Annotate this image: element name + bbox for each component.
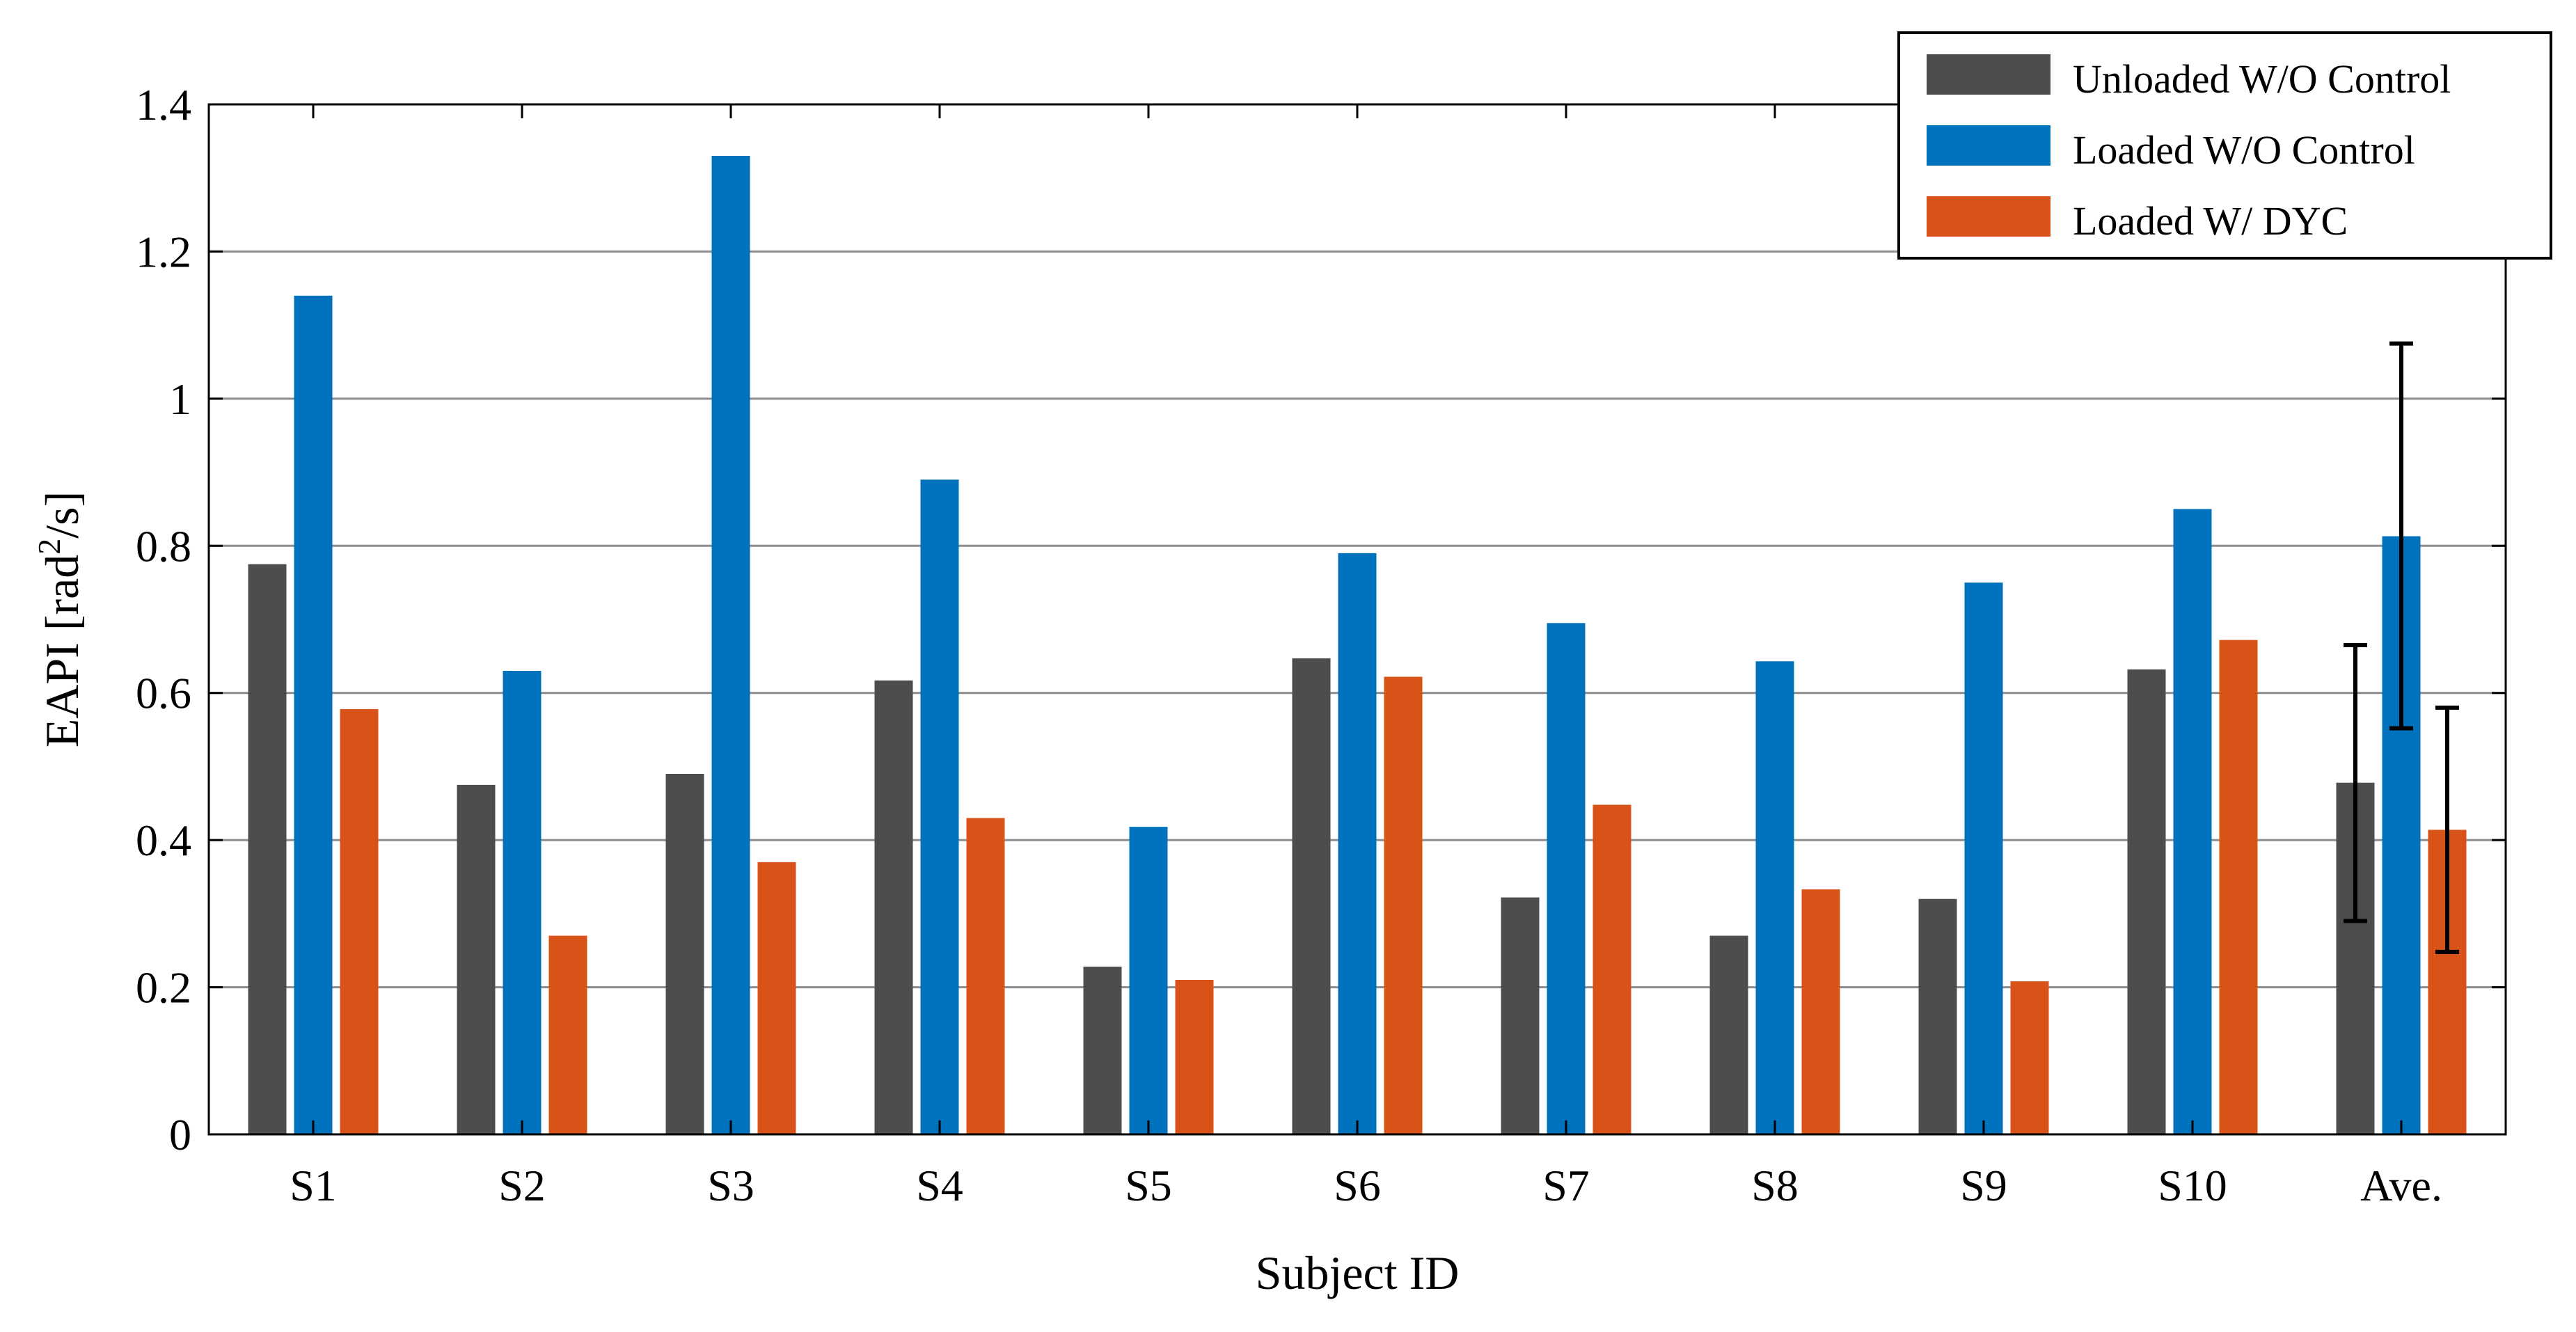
- bar: [711, 156, 750, 1134]
- y-axis-label-tail: /s]: [35, 491, 88, 539]
- bar: [2219, 640, 2258, 1134]
- axis-ticks: 0 0.2 0.4 0.6 0.8 1 1.2 1.4 S1 S2 S3 S4 S5 S6 S7 S8 S9 S1…: [136, 80, 2506, 1210]
- bar: [1292, 658, 1331, 1134]
- bar: [2127, 669, 2166, 1134]
- x-tick-label: Ave.: [2360, 1161, 2442, 1210]
- bar: [1175, 980, 1214, 1134]
- bar: [1593, 804, 1631, 1134]
- bar: [757, 862, 796, 1134]
- y-axis-label: EAPI [rad2/s]: [31, 491, 88, 748]
- bar: [1801, 889, 1840, 1134]
- legend-swatch-loaded: [1927, 125, 2050, 166]
- error-bars: [2344, 341, 2459, 954]
- x-tick-label: S7: [1542, 1161, 1590, 1210]
- bar: [1709, 935, 1748, 1134]
- y-tick-label: 0.2: [136, 963, 191, 1013]
- bar: [1964, 582, 2003, 1134]
- bar: [2173, 509, 2212, 1134]
- bar: [1338, 553, 1377, 1134]
- x-tick-label: S5: [1125, 1161, 1172, 1210]
- x-tick-label: S2: [498, 1161, 546, 1210]
- x-axis-label: Subject ID: [1256, 1246, 1460, 1299]
- y-tick-label: 1.4: [136, 80, 191, 129]
- legend-label-unloaded: Unloaded W/O Control: [2073, 56, 2451, 102]
- y-tick-label: 1: [169, 374, 191, 424]
- x-tick-label: S1: [290, 1161, 337, 1210]
- y-tick-label: 0.6: [136, 669, 191, 718]
- legend-swatch-unloaded: [1927, 54, 2050, 95]
- bar: [1547, 623, 1586, 1134]
- bar: [665, 774, 704, 1134]
- bar: [1384, 676, 1423, 1134]
- bar: [1501, 897, 1540, 1134]
- x-tick-label: S9: [1960, 1161, 2007, 1210]
- bar: [248, 564, 287, 1134]
- y-tick-label: 1.2: [136, 227, 191, 276]
- bar: [1083, 966, 1122, 1134]
- y-axis-label-main: EAPI [rad: [35, 555, 88, 748]
- legend: Unloaded W/O Control Loaded W/O Control …: [1897, 31, 2552, 260]
- legend-label-loaded: Loaded W/O Control: [2073, 127, 2415, 173]
- legend-label-dyc: Loaded W/ DYC: [2073, 198, 2348, 244]
- x-tick-label: S6: [1334, 1161, 1381, 1210]
- bar: [503, 671, 542, 1134]
- bar: [874, 680, 913, 1134]
- y-tick-label: 0: [169, 1110, 191, 1159]
- bar: [2010, 981, 2049, 1134]
- bar: [294, 295, 333, 1134]
- bar: [340, 708, 379, 1134]
- y-axis-label-superscript: 2: [31, 539, 67, 555]
- y-tick-label: 0.8: [136, 521, 191, 571]
- x-tick-label: S4: [916, 1161, 963, 1210]
- bar: [966, 818, 1005, 1134]
- x-tick-label: S10: [2158, 1161, 2227, 1210]
- bar: [1755, 661, 1794, 1134]
- bar: [457, 784, 496, 1134]
- bar: [920, 479, 959, 1134]
- x-tick-label: S8: [1751, 1161, 1799, 1210]
- bar: [1918, 898, 1957, 1134]
- y-tick-label: 0.4: [136, 816, 191, 865]
- bar: [548, 935, 587, 1134]
- legend-swatch-dyc: [1927, 196, 2050, 237]
- bar: [1129, 827, 1168, 1134]
- x-tick-label: S3: [707, 1161, 754, 1210]
